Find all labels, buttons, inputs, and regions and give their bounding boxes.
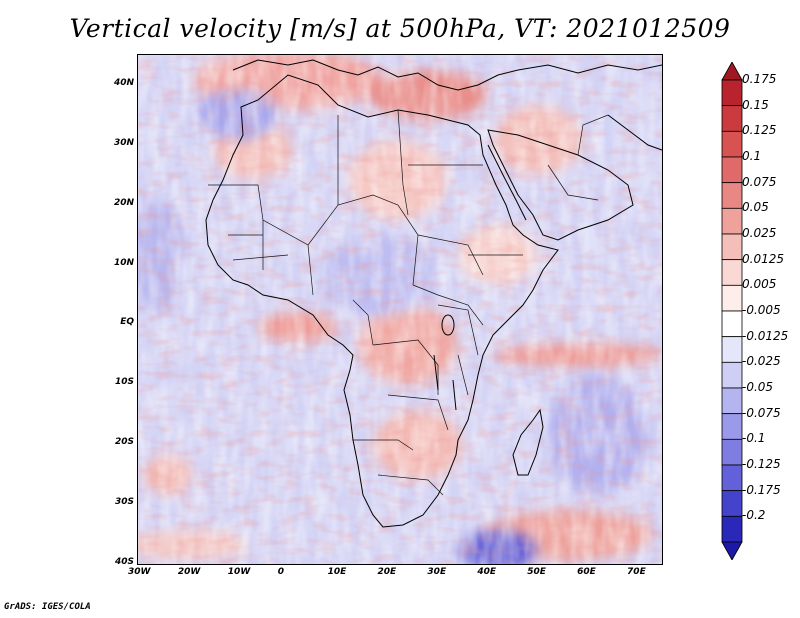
x-tick-label: 20E [377,567,397,577]
colorbar-label: 0.175 [742,72,777,86]
x-tick-label: 70E [627,567,646,577]
y-tick-label: 10S [114,377,134,388]
map-svg [138,55,662,564]
colorbar-swatch [721,387,743,415]
lakes [433,314,457,411]
colorbar-swatch [721,130,743,158]
colorbar-label: -0.1 [742,431,766,446]
colorbar-swatch [721,233,743,261]
x-tick-label: 40E [477,567,497,577]
colorbar-swatch [721,336,743,363]
colorbar-label: 0.075 [742,174,777,189]
x-tick-label: 60E [577,567,596,577]
chart-title: Vertical velocity [m/s] at 500hPa, VT: 2… [69,14,731,43]
y-tick-label: 10N [113,257,134,268]
x-tick-label: 50E [527,567,546,577]
colorbar-label: 0.15 [742,97,769,112]
colorbar-swatch [721,284,743,312]
colorbar-swatch [721,79,743,107]
colorbar [721,62,743,560]
colorbar-label: -0.005 [742,303,781,317]
colorbar-label: -0.05 [742,380,774,394]
colorbar-swatch [721,438,743,466]
x-tick-label: 30E [427,567,447,577]
colorbar-swatch [721,310,743,338]
colorbar-swatch [721,361,743,389]
y-tick-label: 30N [113,137,134,148]
colorbar-label: 0.125 [742,123,777,138]
colorbar-swatch [721,105,743,132]
y-tick-label: 40N [113,77,134,88]
x-tick-label: 0 [277,567,284,577]
colorbar-label: 0.0125 [742,251,784,266]
colorbar-label: -0.075 [742,405,781,420]
footer-credit: GrADS: IGES/COLA [4,602,91,612]
colorbar-swatch [721,156,743,184]
colorbar-label: -0.2 [742,508,766,523]
x-tick-label: 10E [327,567,347,577]
y-tick-label: 40S [114,557,134,567]
x-tick-label: 30W [128,567,151,577]
colorbar-label: 0.025 [742,226,777,240]
colorbar-swatch [721,413,743,440]
colorbar-label: -0.025 [742,354,781,369]
y-tick-label: EQ [120,317,134,328]
colorbar-label: -0.175 [742,482,781,497]
y-tick-label: 20S [114,437,134,448]
colorbar-swatch [721,207,743,235]
y-tick-label: 30S [114,497,134,508]
colorbar-swatch [721,464,743,492]
colorbar-under-triangle [721,541,743,560]
colorbar-swatch [721,515,743,543]
coastlines [205,59,662,528]
colorbar-label: 0.005 [742,277,777,292]
x-tick-label: 10W [227,567,251,577]
colorbar-label: -0.0125 [742,328,789,343]
colorbar-swatch [721,490,743,517]
country-borders [208,109,609,496]
map-panel [137,54,663,565]
x-tick-label: 20W [177,567,201,577]
colorbar-label: 0.05 [742,200,769,215]
y-tick-label: 20N [113,197,134,208]
colorbar-over-triangle [721,62,743,81]
colorbar-label: 0.1 [742,149,762,163]
colorbar-swatch [721,259,743,286]
colorbar-label: -0.125 [742,457,781,471]
colorbar-swatch [721,182,743,209]
